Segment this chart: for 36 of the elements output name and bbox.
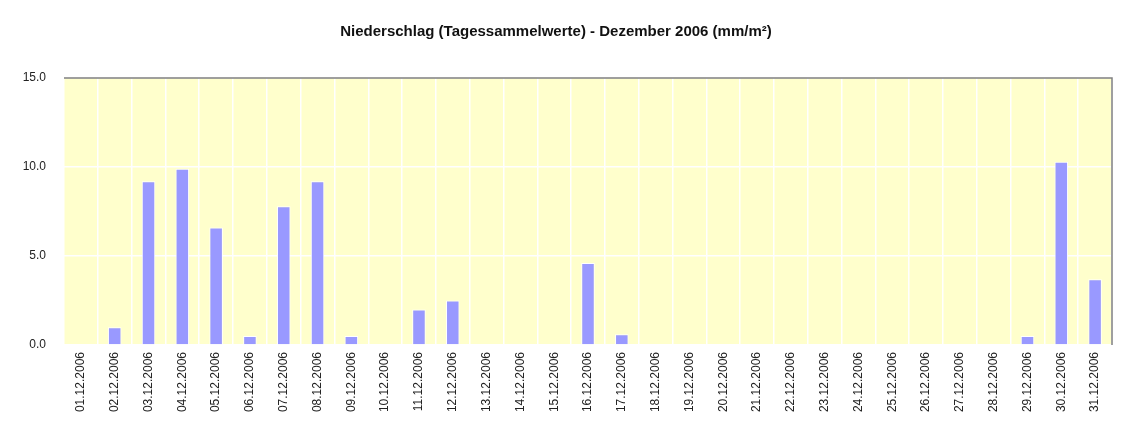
x-tick-label: 24.12.2006: [850, 351, 865, 413]
x-tick-label: 27.12.2006: [952, 351, 967, 413]
x-tick-label: 02.12.2006: [107, 351, 122, 413]
x-tick-label: 26.12.2006: [918, 351, 933, 413]
x-tick-label: 29.12.2006: [1019, 351, 1034, 413]
x-tick-label: 11.12.2006: [411, 351, 426, 412]
x-tick-label: 04.12.2006: [174, 351, 189, 413]
y-tick-label: 10.0: [22, 159, 47, 174]
x-tick-label: 15.12.2006: [546, 351, 561, 413]
x-tick-label: 03.12.2006: [140, 351, 155, 413]
x-tick-label: 17.12.2006: [614, 351, 629, 413]
x-tick-label: 08.12.2006: [309, 351, 324, 413]
x-tick-label: 13.12.2006: [478, 351, 493, 413]
x-tick-label: 30.12.2006: [1053, 351, 1068, 413]
x-tick-label: 05.12.2006: [208, 351, 223, 413]
x-tick-label: 23.12.2006: [816, 351, 831, 413]
x-tick-label: 18.12.2006: [647, 351, 662, 413]
y-tick-label: 0.0: [29, 337, 47, 352]
x-tick-label: 16.12.2006: [580, 351, 595, 413]
x-tick-label: 12.12.2006: [445, 351, 460, 413]
x-tick-label: 14.12.2006: [512, 351, 527, 413]
x-tick-label: 01.12.2006: [73, 351, 88, 413]
chart-title: Niederschlag (Tagessammelwerte) - Dezember 2006 (mm/m²): [340, 22, 772, 40]
x-tick-label: 21.12.2006: [749, 351, 764, 413]
x-tick-label: 06.12.2006: [242, 351, 257, 413]
x-tick-label: 22.12.2006: [783, 351, 798, 413]
x-tick-label: 25.12.2006: [884, 351, 899, 413]
x-tick-label: 10.12.2006: [377, 351, 392, 413]
x-tick-label: 31.12.2006: [1087, 351, 1102, 413]
y-tick-label: 15.0: [22, 70, 47, 85]
x-tick-label: 28.12.2006: [985, 351, 1000, 413]
y-tick-label: 5.0: [29, 248, 47, 263]
x-tick-label: 09.12.2006: [343, 351, 358, 413]
x-tick-label: 19.12.2006: [681, 351, 696, 413]
x-tick-label: 20.12.2006: [715, 351, 730, 413]
x-tick-label: 07.12.2006: [276, 351, 291, 413]
